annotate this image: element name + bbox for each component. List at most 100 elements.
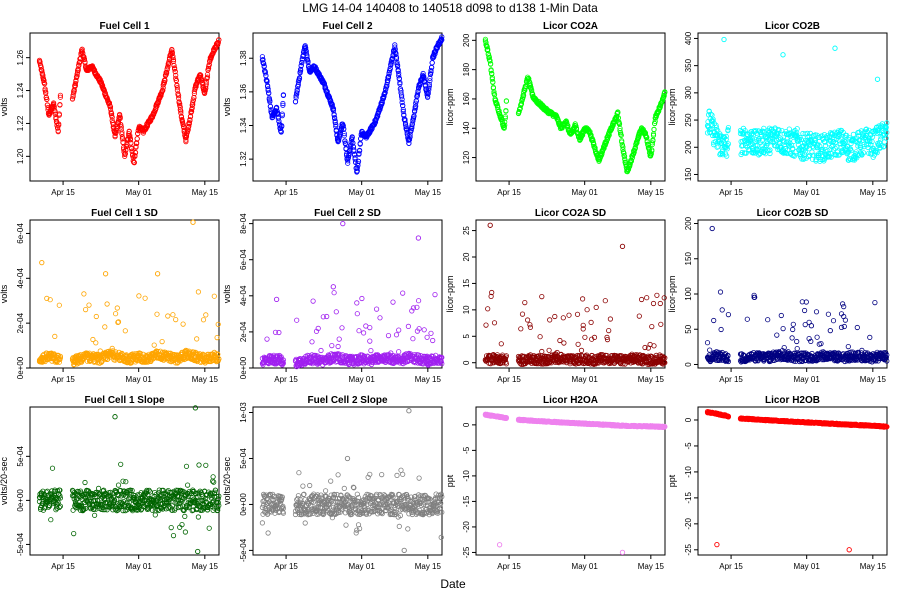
x-tick-label: May 15	[192, 188, 219, 197]
outlier-point	[721, 36, 727, 43]
data-point	[189, 108, 195, 115]
data-point	[170, 53, 176, 59]
x-tick-label: May 15	[638, 188, 665, 197]
data-point	[122, 151, 128, 157]
y-tick-label: 2e-04	[16, 312, 25, 333]
data-point	[57, 94, 64, 100]
data-point	[271, 111, 277, 117]
data-point	[432, 291, 438, 298]
data-point	[174, 82, 180, 88]
y-axis-label: licor-ppm	[667, 275, 677, 312]
data-point	[117, 111, 123, 118]
y-tick-label: 200	[684, 140, 693, 154]
data-point	[503, 98, 509, 104]
data-point	[356, 148, 363, 154]
data-point	[432, 51, 438, 57]
data-point	[704, 340, 711, 346]
outlier-point	[709, 225, 715, 232]
y-tick-label: 1.38	[239, 50, 248, 66]
data-point	[104, 301, 110, 307]
data-point	[195, 289, 201, 295]
data-point	[498, 341, 504, 347]
data-point	[377, 315, 383, 321]
data-point	[142, 295, 148, 301]
data-point	[516, 109, 522, 115]
data-point	[338, 127, 344, 133]
data-point	[413, 103, 419, 109]
data-point	[392, 44, 398, 50]
data-point	[134, 136, 140, 142]
panel-title: Fuel Cell 2	[322, 21, 372, 32]
data-point	[273, 104, 280, 111]
data-point	[537, 334, 543, 340]
data-point	[496, 110, 503, 117]
data-point	[190, 97, 196, 103]
x-tick-label: May 01	[349, 188, 376, 197]
data-series	[36, 219, 222, 368]
data-point	[52, 333, 58, 339]
data-point	[171, 62, 177, 69]
data-point	[299, 56, 305, 62]
data-point	[426, 81, 432, 88]
data-point	[842, 317, 849, 323]
plot-frame	[29, 406, 220, 556]
data-point	[260, 60, 267, 66]
data-point	[294, 317, 300, 323]
data-point	[159, 338, 165, 345]
data-point	[297, 70, 303, 76]
y-tick-label: 140	[462, 121, 471, 135]
plot-frame	[29, 32, 220, 182]
data-point	[189, 102, 195, 108]
data-point	[336, 336, 342, 342]
outlier-point	[190, 219, 196, 225]
data-point	[294, 87, 300, 93]
data-point	[203, 312, 209, 318]
y-tick-label: 1.24	[16, 82, 25, 98]
panel-title: Licor CO2B SD	[757, 208, 829, 219]
data-point	[524, 317, 531, 323]
data-point	[279, 123, 285, 129]
y-axis-label: volts	[222, 284, 232, 303]
y-axis-label: volts	[222, 97, 232, 116]
data-point	[399, 96, 405, 102]
data-point	[654, 292, 660, 298]
data-point	[387, 65, 393, 71]
data-point	[342, 140, 348, 146]
data-point	[345, 160, 351, 166]
data-point	[830, 318, 837, 324]
data-point	[794, 338, 800, 345]
data-point	[70, 94, 76, 100]
data-point	[801, 307, 808, 314]
outlier-point	[874, 76, 881, 82]
data-point	[215, 39, 221, 46]
data-point	[264, 83, 271, 90]
data-point	[346, 153, 352, 159]
data-point	[194, 336, 200, 342]
data-point	[398, 90, 404, 96]
data-point	[439, 34, 445, 40]
data-point	[814, 334, 820, 340]
data-point	[487, 61, 494, 67]
x-tick-label: Apr 15	[497, 375, 521, 384]
panel-title: Licor CO2B	[765, 21, 820, 32]
x-tick-label: Apr 15	[719, 188, 743, 197]
data-point	[341, 131, 347, 137]
data-point	[428, 330, 434, 336]
data-point	[310, 298, 316, 304]
data-point	[264, 78, 270, 84]
data-point	[151, 112, 157, 118]
data-point	[489, 76, 495, 82]
data-point	[401, 112, 407, 118]
plot-frame	[29, 219, 220, 369]
data-point	[373, 306, 380, 312]
data-point	[216, 37, 222, 43]
data-point	[57, 92, 64, 98]
data-point	[265, 87, 271, 94]
plot-frame	[475, 32, 666, 182]
data-point	[527, 80, 533, 86]
data-point	[428, 67, 434, 74]
plot-frame	[475, 219, 666, 369]
